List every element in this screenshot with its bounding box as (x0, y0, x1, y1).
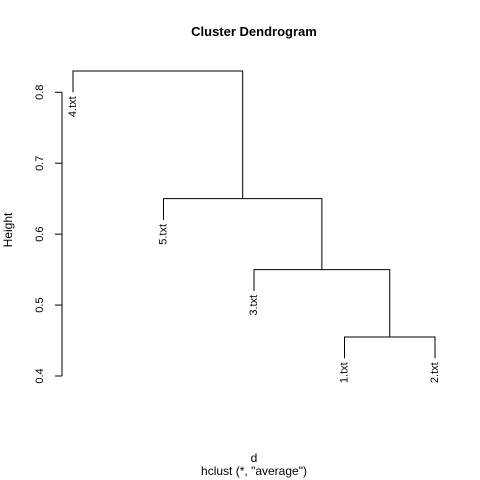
dendrogram-branches (72, 70, 436, 359)
chart-title: Cluster Dendrogram (191, 24, 317, 39)
y-tick-label: 0.4 (34, 368, 46, 383)
x-axis-label: d (251, 451, 258, 465)
leaf-label: 4.txt (67, 96, 79, 117)
y-axis: 0.4 0.5 0.6 0.7 0.8 (34, 85, 63, 384)
leaf-label: 5.txt (158, 224, 170, 245)
y-tick-label: 0.6 (34, 226, 46, 241)
y-tick-label: 0.8 (34, 85, 46, 100)
y-tick-label: 0.7 (34, 156, 46, 171)
dendrogram-branch (72, 70, 244, 199)
leaf-labels: 4.txt 5.txt 3.txt 1.txt 2.txt (67, 96, 441, 383)
leaf-label: 1.txt (339, 362, 351, 383)
dendrogram-branch (253, 269, 391, 337)
leaf-label: 2.txt (429, 362, 441, 383)
leaf-label: 3.txt (248, 295, 260, 316)
dendrogram-branch (163, 198, 323, 270)
y-axis-label: Height (1, 212, 15, 247)
y-tick-label: 0.5 (34, 297, 46, 312)
dendrogram-branch (344, 336, 436, 359)
chart-subtitle: hclust (*, "average") (201, 464, 307, 478)
